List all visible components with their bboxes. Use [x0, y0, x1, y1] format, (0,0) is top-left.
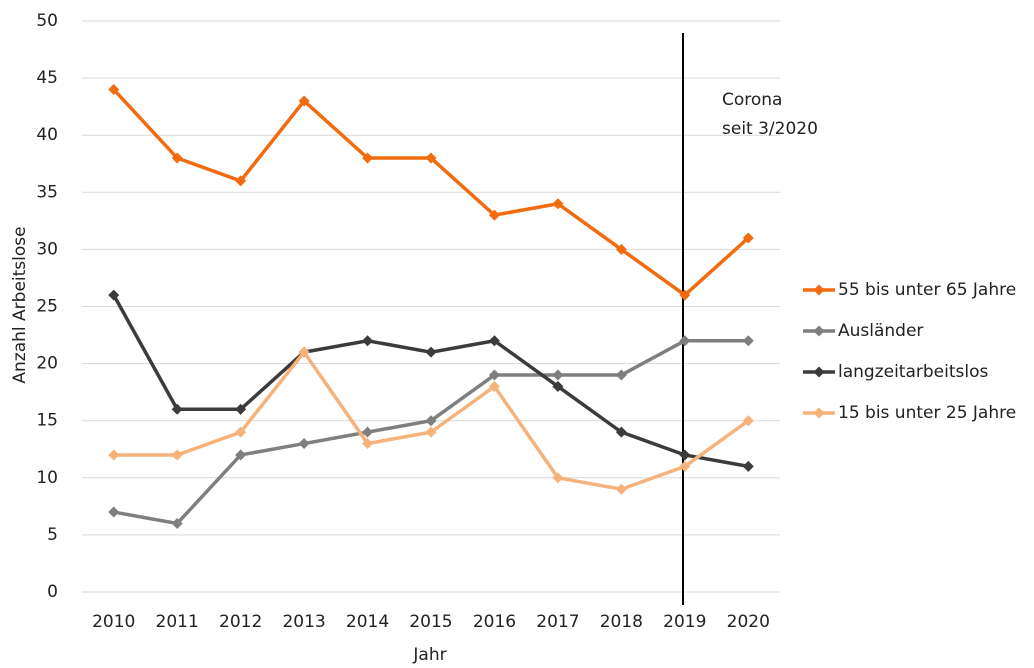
legend-label: 15 bis unter 25 Jahre	[838, 403, 1016, 423]
y-tick-label: 15	[36, 411, 58, 431]
x-tick-label: 2017	[536, 612, 579, 632]
data-point	[742, 460, 754, 472]
data-point	[171, 449, 183, 461]
x-tick-label: 2019	[663, 612, 706, 632]
data-point	[108, 449, 120, 461]
x-tick-label: 2015	[409, 612, 452, 632]
data-point	[679, 449, 691, 461]
legend-label: 55 bis unter 65 Jahre	[838, 280, 1016, 300]
y-tick-label: 10	[36, 468, 58, 488]
data-point	[362, 335, 374, 347]
y-tick-label: 35	[36, 182, 58, 202]
x-tick-label: 2014	[346, 612, 389, 632]
y-axis-label: Anzahl Arbeitslose	[10, 226, 30, 383]
data-point	[679, 289, 691, 301]
data-point	[171, 517, 183, 529]
data-point	[742, 415, 754, 427]
data-point	[362, 438, 374, 450]
annotation: Corona	[722, 90, 782, 110]
data-point	[425, 426, 437, 438]
data-point	[488, 369, 500, 381]
data-point	[615, 483, 627, 495]
data-point	[235, 449, 247, 461]
y-tick-label: 50	[36, 11, 58, 31]
x-tick-label: 2016	[473, 612, 516, 632]
data-point	[742, 232, 754, 244]
data-point	[425, 152, 437, 164]
legend-marker	[813, 407, 825, 419]
data-point	[552, 369, 564, 381]
data-point	[235, 175, 247, 187]
legend-marker	[813, 366, 825, 378]
data-point	[298, 95, 310, 107]
y-tick-label: 5	[47, 525, 58, 545]
data-point	[235, 426, 247, 438]
data-point	[425, 415, 437, 427]
data-point	[425, 346, 437, 358]
x-tick-label: 2010	[92, 612, 135, 632]
x-axis-label: Jahr	[412, 645, 446, 664]
data-point	[171, 403, 183, 415]
y-tick-label: 25	[36, 297, 58, 317]
data-point	[298, 438, 310, 450]
data-point	[615, 426, 627, 438]
series-line	[112, 294, 749, 469]
legend-marker	[813, 284, 825, 296]
data-point	[362, 426, 374, 438]
data-point	[108, 506, 120, 518]
data-point	[362, 152, 374, 164]
y-tick-label: 0	[47, 582, 58, 602]
data-point	[679, 460, 691, 472]
x-tick-label: 2018	[600, 612, 643, 632]
data-point	[488, 209, 500, 221]
legend-marker	[813, 325, 825, 337]
data-point	[615, 243, 627, 255]
legend-label: Ausländer	[838, 321, 923, 341]
data-point	[488, 335, 500, 347]
data-point	[742, 335, 754, 347]
x-tick-label: 2013	[282, 612, 325, 632]
legend-label: langzeitarbeitslos	[838, 362, 989, 382]
data-point	[552, 380, 564, 392]
x-tick-label: 2020	[727, 612, 770, 632]
x-tick-label: 2012	[219, 612, 262, 632]
data-point	[298, 346, 310, 358]
y-tick-label: 45	[36, 68, 58, 88]
data-point	[552, 472, 564, 484]
data-point	[615, 369, 627, 381]
y-tick-label: 20	[36, 354, 58, 374]
data-point	[171, 152, 183, 164]
data-point	[488, 380, 500, 392]
x-tick-label: 2011	[156, 612, 199, 632]
data-point	[679, 335, 691, 347]
data-point	[235, 403, 247, 415]
data-point	[108, 84, 120, 96]
annotation: seit 3/2020	[722, 119, 818, 139]
data-point	[552, 198, 564, 210]
y-tick-label: 40	[36, 125, 58, 145]
y-tick-label: 30	[36, 239, 58, 259]
data-point	[108, 289, 120, 301]
